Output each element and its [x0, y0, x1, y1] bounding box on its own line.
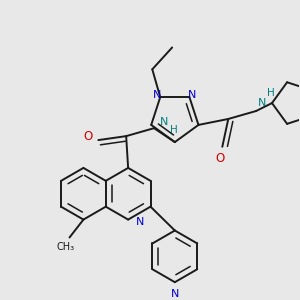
Text: N: N — [136, 217, 145, 226]
Text: O: O — [216, 152, 225, 165]
Text: N: N — [171, 289, 179, 299]
Text: N: N — [153, 90, 161, 100]
Text: CH₃: CH₃ — [56, 242, 75, 252]
Text: H: H — [170, 125, 178, 135]
Text: H: H — [267, 88, 275, 98]
Text: N: N — [188, 90, 196, 100]
Text: O: O — [84, 130, 93, 142]
Text: N: N — [258, 98, 266, 108]
Text: N: N — [160, 117, 168, 127]
